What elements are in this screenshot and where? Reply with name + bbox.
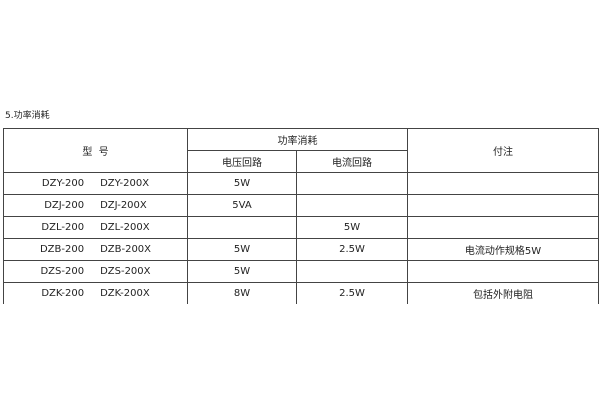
current-cell: 2.5W [296, 238, 408, 261]
note-cell [407, 216, 599, 239]
voltage-cell: 5W [187, 238, 297, 261]
model-b: DZL-200X [100, 222, 150, 233]
model-b: DZK-200X [100, 288, 150, 299]
header-current: 电流回路 [296, 150, 408, 173]
voltage-cell: 5VA [187, 194, 297, 217]
current-cell [296, 172, 408, 195]
voltage-cell: 8W [187, 282, 297, 304]
table-row: DZS-200 DZS-200X 5W [3, 260, 599, 283]
voltage-cell: 5W [187, 260, 297, 283]
model-a: DZB-200 [39, 244, 85, 255]
model-cell: DZY-200 DZY-200X [3, 172, 188, 195]
table-row: DZB-200 DZB-200X 5W 2.5W 电流动作规格5W [3, 238, 599, 261]
subheader-row: 电压回路 电流回路 [4, 150, 599, 173]
model-a: DZY-200 [41, 178, 85, 189]
current-cell [296, 260, 408, 283]
model-cell: DZK-200 DZK-200X [3, 282, 188, 304]
model-cell: DZJ-200 DZJ-200X [3, 194, 188, 217]
table-row: DZL-200 DZL-200X 5W [3, 216, 599, 239]
model-a: DZJ-200 [44, 200, 85, 211]
model-b: DZY-200X [100, 178, 150, 189]
current-cell: 2.5W [296, 282, 408, 304]
header-power: 功率消耗 [187, 128, 408, 151]
header-model: 型 号 [3, 128, 188, 173]
table-row: DZY-200 DZY-200X 5W [3, 172, 599, 195]
model-b: DZJ-200X [100, 200, 147, 211]
model-a: DZS-200 [40, 266, 85, 277]
voltage-cell [187, 216, 297, 239]
model-b: DZS-200X [100, 266, 151, 277]
current-cell [296, 194, 408, 217]
note-cell: 包括外附电阻 [407, 282, 599, 304]
power-consumption-table: 型 号 功率消耗 付注 电压回路 电流回路 DZY-200 DZY-200X 5W… [3, 128, 599, 304]
current-cell: 5W [296, 216, 408, 239]
model-a: DZL-200 [41, 222, 85, 233]
model-cell: DZS-200 DZS-200X [3, 260, 188, 283]
table-row: DZJ-200 DZJ-200X 5VA [3, 194, 599, 217]
table-row: DZK-200 DZK-200X 8W 2.5W 包括外附电阻 [3, 282, 599, 304]
voltage-cell: 5W [187, 172, 297, 195]
section-title: 5.功率消耗 [5, 111, 50, 121]
model-a: DZK-200 [41, 288, 85, 299]
header-row: 型 号 功率消耗 付注 [3, 128, 599, 173]
header-note: 付注 [407, 128, 599, 173]
model-b: DZB-200X [100, 244, 152, 255]
header-voltage: 电压回路 [187, 150, 297, 173]
note-cell: 电流动作规格5W [407, 238, 599, 261]
model-cell: DZB-200 DZB-200X [3, 238, 188, 261]
model-cell: DZL-200 DZL-200X [3, 216, 188, 239]
note-cell [407, 172, 599, 195]
note-cell [407, 260, 599, 283]
note-cell [407, 194, 599, 217]
